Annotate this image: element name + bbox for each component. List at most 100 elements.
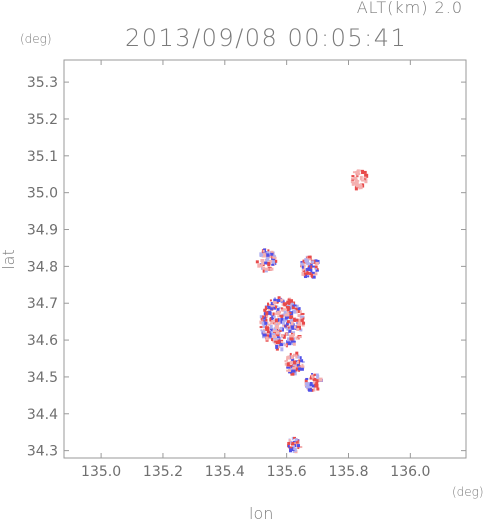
echo-cell	[295, 351, 299, 356]
echo-cell	[267, 302, 270, 306]
y-tick-label: 34.7	[27, 296, 58, 312]
echo-cell	[266, 313, 269, 318]
y-tick-label: 35.0	[27, 186, 58, 202]
echo-cell	[291, 305, 295, 310]
echo-cell	[310, 273, 313, 278]
echo-cell	[262, 316, 266, 320]
echo-cell	[311, 271, 315, 274]
echo-cell	[262, 249, 265, 252]
echo-cell	[279, 314, 284, 317]
echo-cell	[289, 361, 293, 365]
echo-cell	[352, 181, 356, 185]
echo-cell	[283, 302, 288, 306]
echo-cell	[282, 334, 286, 339]
echo-cell	[301, 271, 305, 276]
y-tick-label: 34.3	[27, 444, 58, 460]
echo-cell	[272, 334, 277, 338]
echo-cell	[311, 260, 315, 264]
echo-cell	[296, 363, 299, 367]
x-axis-unit: (deg)	[452, 485, 484, 499]
echo-cell	[316, 374, 320, 379]
echo-cell	[275, 341, 280, 345]
y-tick-label: 34.5	[27, 370, 58, 386]
echo-cell	[272, 256, 277, 259]
echo-cell	[354, 181, 359, 185]
echo-cell	[313, 373, 317, 376]
echo-cell	[274, 318, 278, 323]
echo-cell	[311, 384, 315, 388]
echo-cell	[280, 347, 284, 352]
echo-cell	[286, 312, 290, 315]
echo-cell	[276, 330, 280, 335]
echo-cell	[273, 298, 277, 303]
echo-cell	[269, 324, 273, 329]
echo-cell	[259, 315, 263, 319]
echo-cell	[282, 299, 285, 302]
echo-cell	[284, 360, 287, 363]
echo-cell	[274, 340, 278, 343]
echo-cell	[364, 179, 368, 184]
echo-cell	[286, 320, 290, 324]
echo-cell	[266, 330, 270, 334]
echo-cell	[310, 269, 313, 273]
echo-cell	[293, 360, 297, 365]
echo-cell	[290, 324, 294, 329]
echo-cell	[306, 272, 309, 275]
echo-cell	[298, 318, 301, 323]
echo-cell	[284, 308, 288, 311]
echo-cell	[302, 264, 306, 268]
echo-cell	[277, 318, 280, 323]
echo-cell	[278, 336, 282, 340]
echo-cell	[354, 183, 357, 188]
echo-cell	[279, 327, 283, 331]
echo-cell	[268, 303, 271, 307]
echo-cell	[265, 259, 270, 262]
echo-cell	[300, 312, 305, 315]
echo-cell	[354, 186, 358, 191]
echo-cell	[262, 328, 266, 331]
echo-cell	[277, 345, 281, 349]
echo-cell	[259, 326, 263, 329]
echo-cell	[289, 364, 293, 368]
echo-cell	[286, 369, 290, 372]
echo-cell	[286, 327, 289, 331]
echo-cell	[269, 267, 274, 271]
x-tick-label: 135.0	[81, 464, 121, 480]
echo-cell	[314, 383, 318, 388]
echo-cell	[268, 309, 271, 312]
echo-cell	[293, 309, 297, 314]
echo-cell	[280, 315, 284, 318]
echo-cell	[290, 305, 293, 308]
y-tick-label: 34.6	[27, 333, 58, 349]
echo-cell	[268, 334, 272, 338]
echo-cell	[296, 444, 300, 448]
echo-cell	[286, 313, 290, 317]
echo-cell	[272, 315, 276, 318]
echo-cell	[294, 444, 298, 448]
echo-cell	[283, 310, 287, 314]
echo-cell	[270, 302, 274, 306]
echo-cell	[294, 325, 297, 329]
x-tick-label: 136.0	[390, 464, 430, 480]
echo-cell	[298, 336, 302, 339]
echo-cell	[299, 367, 304, 371]
echo-cell	[277, 296, 281, 300]
echo-cell	[293, 371, 297, 376]
echo-cell	[287, 369, 291, 373]
echo-cell	[297, 325, 302, 330]
echo-cell	[302, 268, 306, 273]
echo-cell	[277, 312, 281, 315]
echo-cell	[271, 338, 274, 342]
echo-cell	[291, 327, 295, 330]
echo-cell	[311, 272, 315, 276]
echo-cell	[269, 299, 272, 302]
y-tick-label: 34.4	[27, 407, 58, 423]
echo-cell	[364, 173, 369, 178]
echo-cell	[299, 319, 304, 323]
echo-cell	[282, 313, 287, 317]
echo-cell	[300, 262, 304, 266]
echo-cell	[296, 323, 300, 326]
echo-cell	[286, 337, 290, 342]
echo-cell	[301, 360, 305, 363]
echo-cell	[309, 377, 313, 380]
